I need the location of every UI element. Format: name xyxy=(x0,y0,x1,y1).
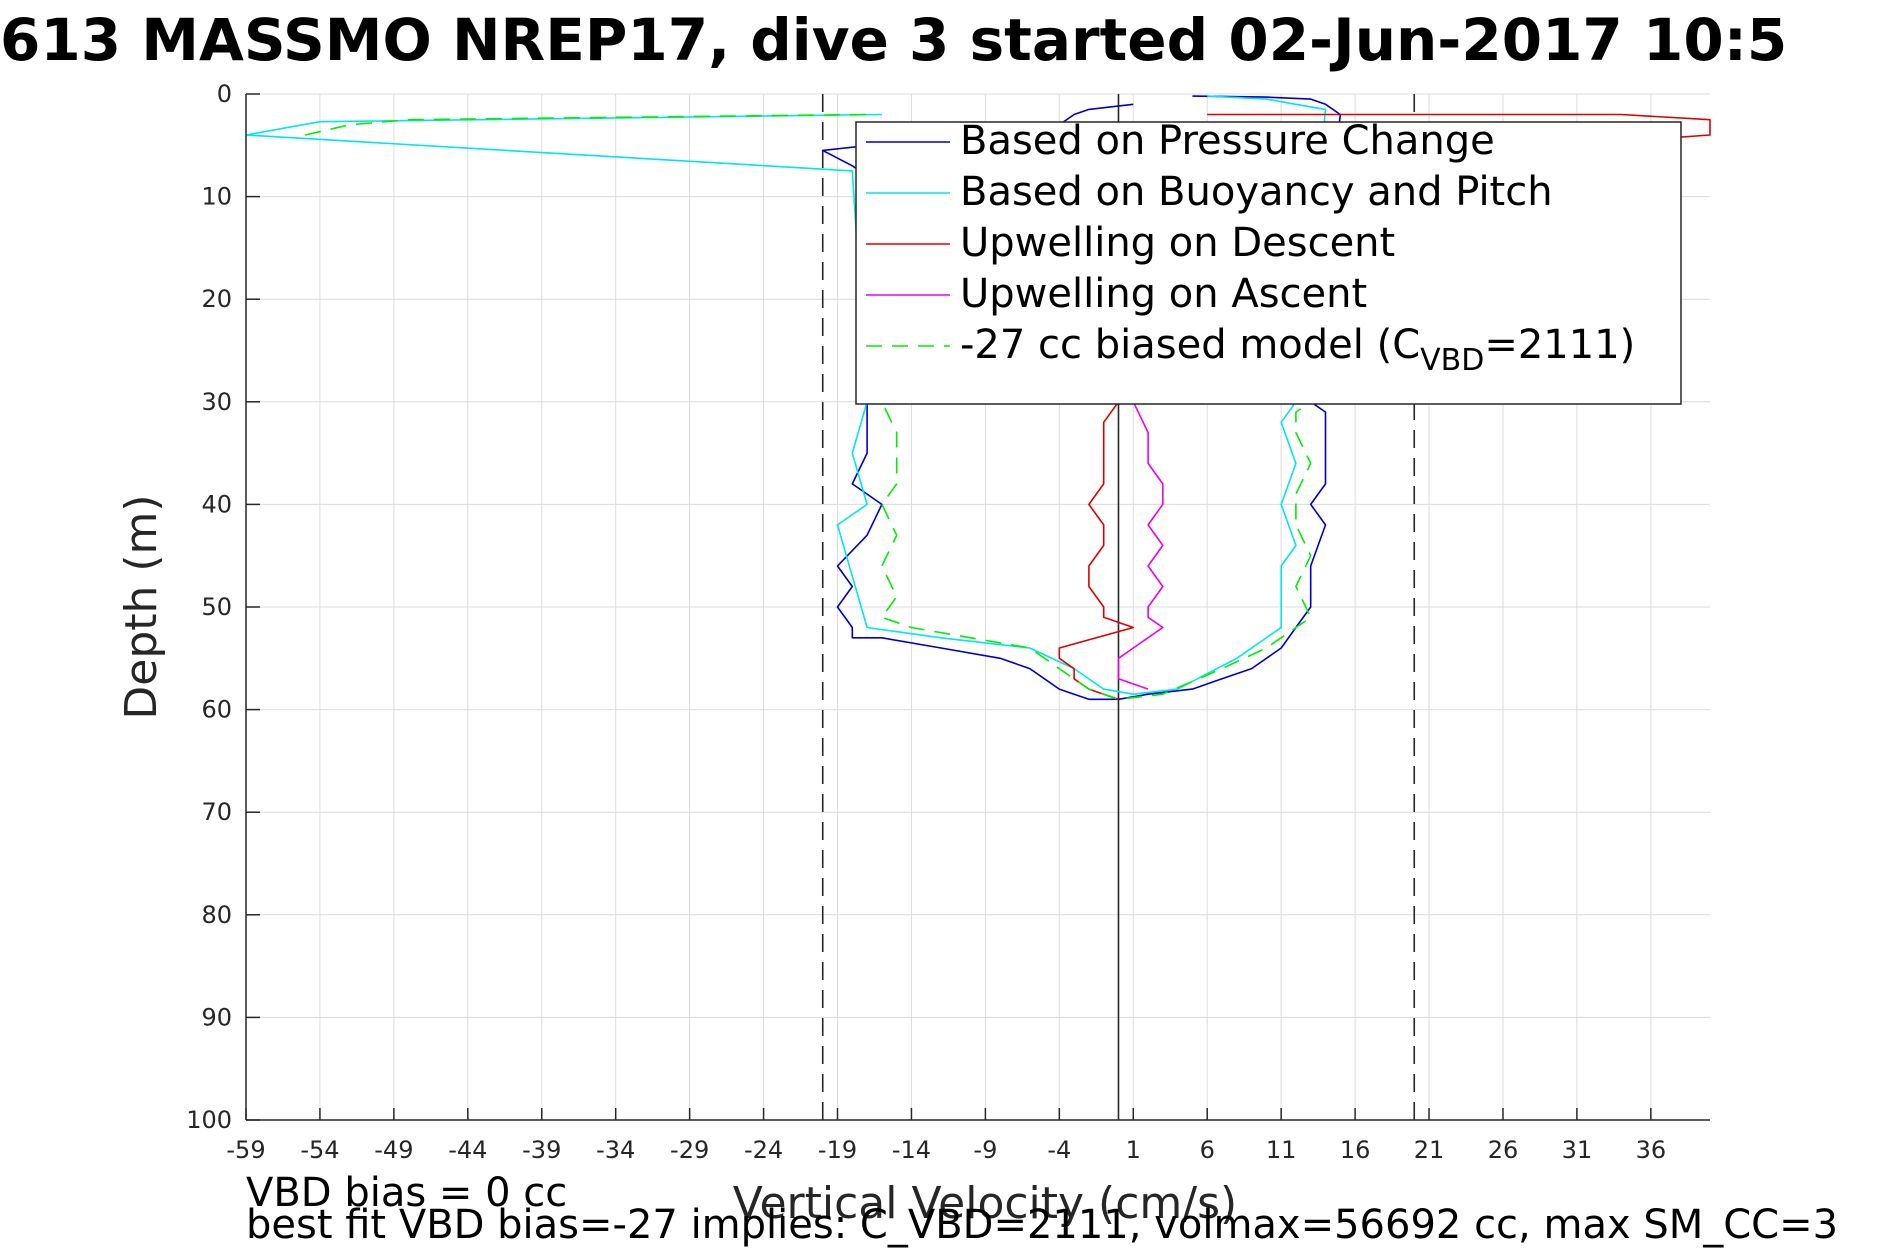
legend: Based on Pressure Change Based on Buoyanc… xyxy=(855,118,1682,405)
y-tick-label: 60 xyxy=(201,696,232,724)
x-tick-label: 26 xyxy=(1488,1136,1519,1164)
x-tick-label: -34 xyxy=(596,1136,635,1164)
x-tick-label: 16 xyxy=(1340,1136,1371,1164)
legend-label-1: Based on Buoyancy and Pitch xyxy=(960,169,1553,215)
x-tick-label: -29 xyxy=(670,1136,709,1164)
chart-title: 613 MASSMO NREP17, dive 3 started 02-Jun… xyxy=(0,6,1787,74)
y-tick-label: 80 xyxy=(201,901,232,929)
x-tick-label: -9 xyxy=(973,1136,997,1164)
x-tick-label: -14 xyxy=(892,1136,931,1164)
x-tick-label: -4 xyxy=(1047,1136,1071,1164)
y-tick-label: 100 xyxy=(186,1106,232,1134)
y-tick-label: 20 xyxy=(201,285,232,313)
x-tick-label: -49 xyxy=(374,1136,413,1164)
y-axis-label: Depth (m) xyxy=(116,494,167,719)
x-tick-label: -59 xyxy=(226,1136,265,1164)
x-tick-label: 31 xyxy=(1562,1136,1593,1164)
y-tick-label: 90 xyxy=(201,1003,232,1031)
legend-label-3: Upwelling on Ascent xyxy=(960,271,1367,317)
series-line-0 xyxy=(821,95,1342,701)
x-tick-label: -19 xyxy=(818,1136,857,1164)
y-tick-label: 70 xyxy=(201,798,232,826)
legend-label-4: -27 cc biased model (CVBD=2111) xyxy=(960,322,1635,378)
x-tick-label: 11 xyxy=(1266,1136,1297,1164)
x-tick-label: 21 xyxy=(1414,1136,1445,1164)
x-tick-labels: -59 -54 -49 -44 -39 -34 -29 -24 -19 -14 -9 -4 1 6 11 16… xyxy=(226,1136,1666,1164)
best-fit-note: best fit VBD bias=-27 implies: C_VBD=211… xyxy=(246,1202,1838,1248)
x-tick-label: 6 xyxy=(1200,1136,1215,1164)
series-line-3 xyxy=(1117,401,1164,690)
x-tick-label: 36 xyxy=(1636,1136,1667,1164)
y-tick-label: 30 xyxy=(201,388,232,416)
x-tick-label: 1 xyxy=(1126,1136,1141,1164)
series-line-1 xyxy=(245,95,1327,696)
y-tick-labels: 0 10 20 30 40 50 60 70 80 90 100 xyxy=(186,80,232,1134)
y-tick-label: 40 xyxy=(201,490,232,518)
y-tick-label: 0 xyxy=(217,80,232,108)
series-line-4 xyxy=(305,113,1312,701)
x-tick-label: -54 xyxy=(300,1136,339,1164)
y-tick-label: 10 xyxy=(201,183,232,211)
x-axis-label: Vertical Velocity (cm/s) xyxy=(733,1178,1237,1229)
y-tick-label: 50 xyxy=(201,593,232,621)
vbd-bias-note: VBD bias = 0 cc xyxy=(246,1170,567,1216)
x-tick-label: -24 xyxy=(744,1136,783,1164)
legend-label-0: Based on Pressure Change xyxy=(960,118,1495,164)
legend-label-2: Upwelling on Descent xyxy=(960,220,1395,266)
axes xyxy=(245,93,1710,1121)
x-tick-label: -44 xyxy=(448,1136,487,1164)
x-tick-label: -39 xyxy=(522,1136,561,1164)
legend-box xyxy=(855,121,1682,405)
